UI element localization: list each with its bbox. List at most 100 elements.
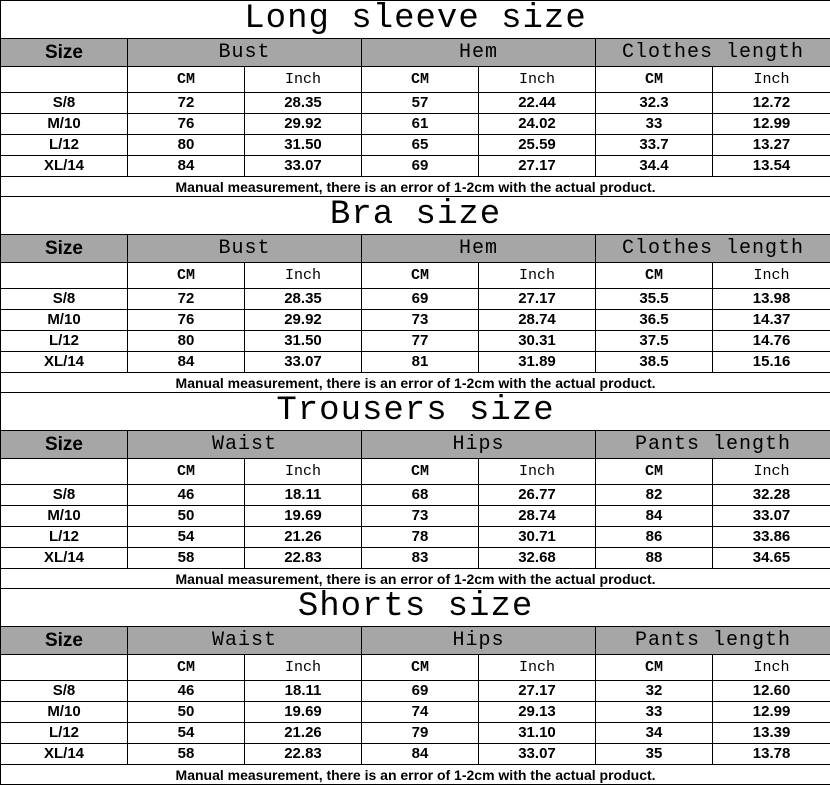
table-row: S/8 46 18.11 69 27.17 32 12.60 [0,680,830,702]
size-label: XL/14 [0,547,128,569]
table-row: XL/14 58 22.83 83 32.68 88 34.65 [0,547,830,569]
measurement-value: 33.7 [595,134,713,156]
size-table-section: Shorts size Size Waist Hips Pants length CM In… [0,588,830,785]
measurement-value: 74 [361,701,479,723]
measurement-value: 69 [361,288,479,310]
unit-cm-label: CM [127,66,245,93]
unit-inch-label: Inch [711,654,830,681]
measurement-value: 22.83 [244,547,362,569]
size-table: Shorts size Size Waist Hips Pants length CM In… [0,588,830,785]
measurement-value: 58 [127,547,245,569]
measurement-value: 72 [127,92,245,114]
section-title: Long sleeve size [0,0,830,39]
table-row: L/12 80 31.50 65 25.59 33.7 13.27 [0,134,830,156]
size-table-section: Trousers size Size Waist Hips Pants length CM… [0,392,830,589]
measurement-value: 14.37 [711,309,830,331]
unit-inch-label: Inch [711,262,830,289]
size-table: Long sleeve size Size Bust Hem Clothes lengt… [0,0,830,197]
measurement-value: 88 [595,547,713,569]
unit-cm-label: CM [595,654,713,681]
unit-inch-label: Inch [711,458,830,485]
measurement-note: Manual measurement, there is an error of… [0,568,830,589]
measurement-value: 73 [361,505,479,527]
measurement-value: 28.35 [244,92,362,114]
table-row: M/10 50 19.69 73 28.74 84 33.07 [0,505,830,527]
measurement-header: Clothes length [594,234,830,263]
measurement-header: Hem [361,38,596,67]
size-table-section: Bra size Size Bust Hem Clothes length CM Inch C… [0,196,830,393]
measurement-value: 18.11 [244,484,362,506]
measurement-value: 29.13 [478,701,596,723]
measurement-value: 77 [361,330,479,352]
measurement-value: 28.35 [244,288,362,310]
table-row: M/10 50 19.69 74 29.13 33 12.99 [0,701,830,723]
unit-inch-label: Inch [244,654,362,681]
section-title: Trousers size [0,392,830,431]
size-header: Size [0,626,128,655]
measurement-value: 78 [361,526,479,548]
measurement-value: 80 [127,330,245,352]
measurement-value: 15.16 [711,351,830,373]
measurement-value: 72 [127,288,245,310]
measurement-value: 27.17 [478,288,596,310]
blank-cell [0,66,128,93]
measurement-value: 21.26 [244,526,362,548]
measurement-header: Hips [361,626,596,655]
measurement-value: 65 [361,134,479,156]
measurement-header: Hips [361,430,596,459]
table-row: XL/14 58 22.83 84 33.07 35 13.78 [0,743,830,765]
measurement-value: 46 [127,680,245,702]
measurement-header: Clothes length [594,38,830,67]
measurement-value: 29.92 [244,309,362,331]
measurement-value: 37.5 [595,330,713,352]
measurement-value: 25.59 [478,134,596,156]
measurement-value: 33 [595,113,713,135]
measurement-value: 30.71 [478,526,596,548]
measurement-value: 38.5 [595,351,713,373]
table-row: XL/14 84 33.07 81 31.89 38.5 15.16 [0,351,830,373]
table-row: M/10 76 29.92 73 28.74 36.5 14.37 [0,309,830,331]
measurement-note: Manual measurement, there is an error of… [0,372,830,393]
measurement-value: 84 [361,743,479,765]
measurement-value: 69 [361,680,479,702]
measurement-value: 19.69 [244,505,362,527]
measurement-value: 24.02 [478,113,596,135]
measurement-value: 54 [127,722,245,744]
measurement-value: 27.17 [478,680,596,702]
size-label: L/12 [0,134,128,156]
size-label: M/10 [0,701,128,723]
unit-cm-label: CM [361,654,479,681]
measurement-value: 76 [127,309,245,331]
measurement-value: 12.99 [711,701,830,723]
size-table-section: Long sleeve size Size Bust Hem Clothes lengt… [0,0,830,197]
size-label: M/10 [0,505,128,527]
unit-cm-label: CM [127,654,245,681]
measurement-value: 27.17 [478,155,596,177]
measurement-header: Waist [127,430,362,459]
measurement-value: 32 [595,680,713,702]
unit-cm-label: CM [595,262,713,289]
measurement-value: 86 [595,526,713,548]
measurement-value: 58 [127,743,245,765]
measurement-value: 13.98 [711,288,830,310]
size-table: Trousers size Size Waist Hips Pants length CM… [0,392,830,589]
measurement-value: 29.92 [244,113,362,135]
measurement-value: 12.99 [711,113,830,135]
measurement-header: Bust [127,38,362,67]
measurement-value: 32.3 [595,92,713,114]
measurement-value: 18.11 [244,680,362,702]
measurement-value: 57 [361,92,479,114]
measurement-header: Hem [361,234,596,263]
blank-cell [0,654,128,681]
measurement-value: 84 [127,155,245,177]
unit-inch-label: Inch [244,458,362,485]
unit-cm-label: CM [361,66,479,93]
measurement-value: 73 [361,309,479,331]
size-label: M/10 [0,309,128,331]
measurement-value: 79 [361,722,479,744]
size-label: M/10 [0,113,128,135]
measurement-value: 35.5 [595,288,713,310]
measurement-value: 50 [127,701,245,723]
measurement-value: 33.07 [478,743,596,765]
